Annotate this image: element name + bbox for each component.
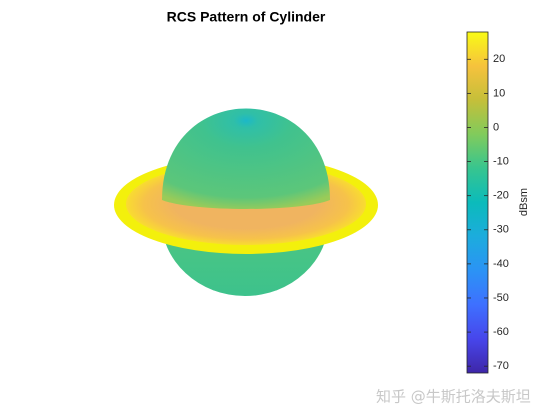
tick-label: -30 (493, 224, 509, 236)
tick-label: -70 (493, 360, 509, 372)
tick-label: -50 (493, 292, 509, 304)
watermark: 知乎 @牛斯托洛夫斯坦 (376, 388, 531, 406)
colorbar (466, 31, 489, 374)
tick-label: 10 (493, 87, 505, 99)
tick-label: 0 (493, 121, 499, 133)
tick-label: -10 (493, 155, 509, 167)
surface (114, 108, 378, 296)
colorbar-label: dBsm (518, 188, 530, 216)
tick-label: -20 (493, 190, 509, 202)
dome (162, 108, 330, 209)
tick-label: -40 (493, 258, 509, 270)
tick-label: 20 (493, 53, 505, 65)
chart-title: RCS Pattern of Cylinder (167, 9, 326, 25)
tick-label: -60 (493, 326, 509, 338)
